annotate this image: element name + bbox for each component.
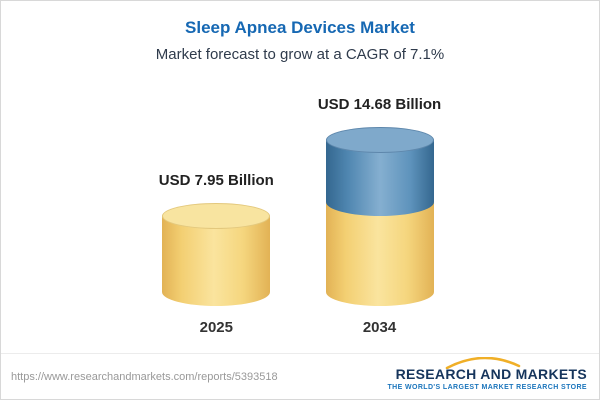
- bar-2025: USD 7.95 Billion 2025: [159, 172, 274, 337]
- brand-logo: RESEARCH AND MARKETS THE WORLD'S LARGEST…: [387, 356, 587, 391]
- logo-swoosh-icon: [446, 356, 521, 369]
- year-label-2034: 2034: [362, 319, 397, 336]
- footer: https://www.researchandmarkets.com/repor…: [1, 353, 599, 399]
- bar-2034: USD 14.68 Billion 2034: [318, 96, 441, 337]
- cylinder-2034: [325, 127, 434, 306]
- header: Sleep Apnea Devices Market Market foreca…: [1, 1, 599, 64]
- value-label-2034: USD 14.68 Billion: [317, 96, 442, 113]
- report-url: https://www.researchandmarkets.com/repor…: [11, 370, 278, 383]
- cylinder-2025-segment-base: [162, 216, 271, 306]
- value-label-2025: USD 7.95 Billion: [158, 172, 274, 189]
- brand-name: RESEARCH AND MARKETS: [395, 365, 587, 382]
- page-title: Sleep Apnea Devices Market: [185, 18, 415, 37]
- cylinder-2034-cap: [325, 127, 434, 153]
- cylinder-2025-cap: [162, 203, 271, 229]
- cylinder-2034-segment-base: [325, 202, 434, 306]
- year-label-2025: 2025: [199, 319, 233, 336]
- cylinder-2025: [162, 203, 271, 306]
- page-subtitle: Market forecast to grow at a CAGR of 7.1…: [155, 46, 445, 63]
- brand-tagline: THE WORLD'S LARGEST MARKET RESEARCH STOR…: [387, 383, 587, 391]
- chart-area: USD 7.95 Billion 2025 USD 14.68 Billion …: [1, 96, 599, 337]
